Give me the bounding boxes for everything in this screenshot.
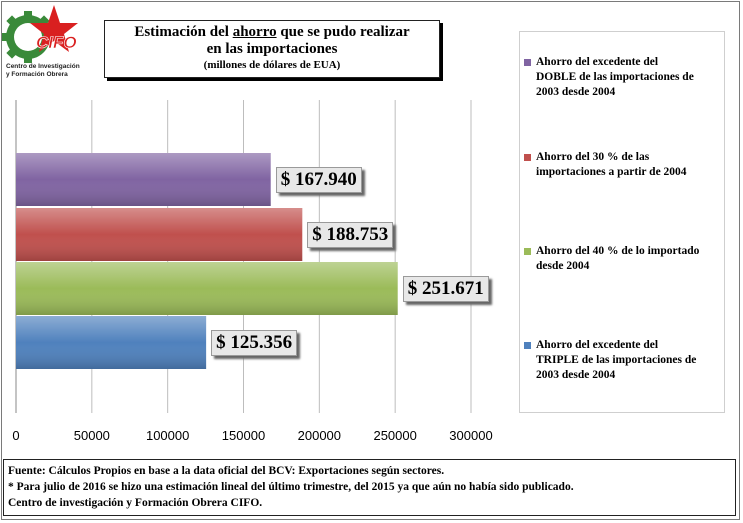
x-tick-label: 50000 — [73, 428, 110, 443]
chart-legend: Ahorro del excedente del DOBLE de las imp… — [519, 31, 725, 413]
chart-subtitle: (millones de dólares de EUA) — [203, 59, 341, 71]
legend-item: Ahorro del excedente del TRIPLE de las im… — [524, 338, 720, 383]
title-line-1: Estimación del ahorro que se pudo realiz… — [134, 24, 410, 40]
bar-shading — [16, 208, 303, 261]
source-line-1: Fuente: Cálculos Propios en base a la da… — [8, 465, 445, 477]
source-line-3: Centro de investigación y Formación Obre… — [8, 497, 263, 509]
legend-label: Ahorro del 40 % de lo importado desde 200… — [536, 245, 700, 272]
legend-item: Ahorro del 30 % de las importaciones a pa… — [524, 150, 720, 180]
x-tick-label: 150000 — [221, 428, 266, 443]
x-tick-label: 0 — [12, 428, 20, 443]
bar-shading — [16, 316, 207, 369]
bar-chart — [15, 100, 472, 413]
cifo-logo: CIFO Centro de Investigación y Formación… — [2, 3, 94, 83]
source-note: Fuente: Cálculos Propios en base a la da… — [3, 459, 736, 516]
data-label: $ 251.671 — [402, 276, 489, 302]
data-label: $ 188.753 — [307, 222, 394, 248]
legend-swatch — [524, 248, 531, 255]
title-underlined-word: ahorro — [232, 24, 277, 40]
source-line-2: * Para julio de 2016 se hizo una estimac… — [8, 481, 574, 493]
legend-item: Ahorro del 40 % de lo importado desde 200… — [524, 244, 720, 274]
chart-title: Estimación del ahorro que se pudo realiz… — [104, 20, 440, 78]
legend-swatch — [524, 59, 531, 66]
x-tick-label: 100000 — [145, 428, 190, 443]
legend-label: Ahorro del 30 % de las importaciones a pa… — [536, 151, 687, 178]
legend-item: Ahorro del excedente del DOBLE de las imp… — [524, 55, 720, 100]
legend-swatch — [524, 342, 531, 349]
logo-text: CIFO — [36, 33, 77, 52]
x-tick-label: 250000 — [373, 428, 417, 443]
legend-swatch — [524, 154, 531, 161]
legend-label: Ahorro del excedente del DOBLE de las imp… — [536, 56, 694, 98]
x-tick-label: 200000 — [297, 428, 342, 443]
legend-label: Ahorro del excedente del TRIPLE de las im… — [536, 339, 697, 381]
data-label: $ 125.356 — [211, 330, 298, 356]
bar-shading — [16, 153, 271, 206]
x-tick-label: 300000 — [449, 428, 493, 443]
data-label: $ 167.940 — [275, 167, 362, 193]
chart-area: 0 50000 100000 150000 200000 250000 300000 $ 1… — [12, 100, 493, 443]
logo-subtitle: Centro de Investigación y Formación Obre… — [6, 63, 80, 78]
title-line-2: en las importaciones — [206, 41, 338, 57]
bar-shading — [16, 262, 398, 315]
